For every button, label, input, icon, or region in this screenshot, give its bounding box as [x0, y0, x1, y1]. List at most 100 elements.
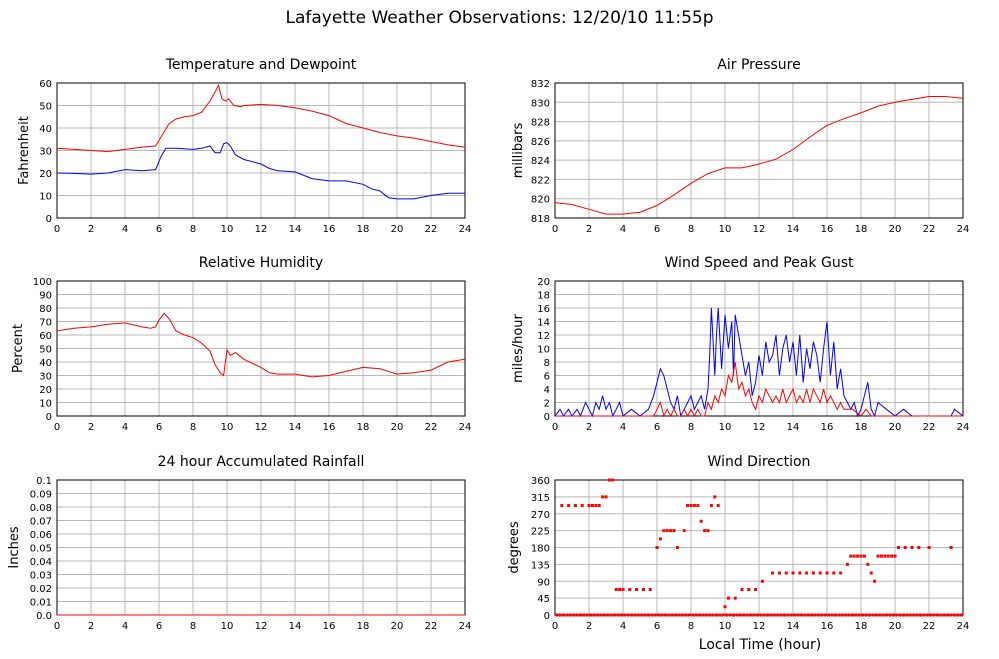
data-point	[878, 613, 882, 617]
chart-title: Air Pressure	[717, 57, 800, 73]
data-point	[956, 613, 960, 617]
data-point	[851, 613, 854, 617]
data-point	[766, 613, 769, 617]
data-point	[869, 571, 873, 575]
data-point	[657, 613, 661, 617]
data-point	[823, 613, 827, 617]
data-point	[703, 529, 707, 533]
x-tick-label: 18	[855, 422, 868, 433]
data-point	[562, 613, 565, 617]
data-point	[888, 613, 892, 617]
series-line-0	[56, 312, 466, 378]
x-tick-label: 2	[586, 422, 592, 433]
data-point	[745, 613, 749, 617]
x-tick-label: 8	[190, 621, 196, 632]
data-point	[725, 613, 729, 617]
data-point	[587, 504, 591, 507]
y-axis-label: degrees	[507, 521, 522, 574]
data-point	[847, 613, 851, 617]
data-point	[648, 588, 652, 591]
data-point	[861, 613, 865, 617]
y-tick-label: 0	[46, 214, 52, 225]
data-point	[793, 613, 797, 617]
data-point	[691, 613, 695, 617]
series-line-0	[554, 96, 964, 215]
x-tick-label: 16	[821, 621, 834, 632]
y-tick-label: 20	[39, 169, 52, 180]
x-tick-label: 2	[586, 621, 592, 632]
x-tick-label: 4	[122, 621, 128, 632]
y-tick-label: 40	[39, 358, 52, 369]
data-point	[667, 613, 671, 617]
plot-frame	[554, 280, 964, 417]
data-point	[798, 571, 802, 575]
data-point	[747, 588, 751, 591]
plot-frame	[554, 82, 964, 219]
data-point	[898, 613, 902, 617]
x-tick-label: 0	[552, 422, 558, 433]
data-point	[810, 613, 814, 617]
y-tick-label: 12	[537, 331, 550, 342]
x-tick-label: 8	[190, 224, 196, 235]
x-tick-label: 6	[156, 621, 162, 632]
data-point	[704, 613, 708, 617]
data-point	[834, 613, 837, 617]
plot-frame	[56, 280, 466, 417]
y-tick-label: 135	[531, 560, 550, 571]
data-point	[791, 571, 795, 575]
x-tick-label: 20	[391, 422, 404, 433]
plot-frame	[56, 82, 466, 219]
data-point	[568, 613, 572, 617]
data-point	[674, 613, 678, 617]
data-point	[641, 588, 645, 591]
data-point	[669, 529, 673, 533]
y-tick-label: 824	[531, 156, 550, 167]
data-point	[599, 613, 603, 617]
data-point	[655, 546, 659, 549]
data-point	[879, 554, 883, 558]
data-point	[896, 546, 900, 549]
data-point	[932, 613, 936, 617]
y-tick-label: 0.1	[36, 476, 52, 487]
data-point	[611, 478, 615, 482]
x-tick-label: 18	[357, 224, 370, 235]
y-axis-label: Percent	[11, 324, 26, 373]
y-tick-label: 0.06	[30, 530, 52, 541]
y-tick-label: 90	[537, 577, 550, 588]
data-point	[597, 504, 601, 507]
data-point	[607, 478, 611, 482]
data-point	[585, 613, 589, 617]
data-point	[626, 613, 630, 617]
data-point	[692, 504, 696, 507]
data-point	[953, 613, 956, 617]
series-line-0	[56, 83, 466, 153]
x-tick-label: 22	[923, 224, 936, 235]
y-axis-label: miles/hour	[511, 313, 526, 382]
data-point	[786, 613, 790, 617]
data-point	[589, 613, 593, 617]
data-point	[706, 529, 710, 533]
data-point	[759, 613, 763, 617]
data-point	[604, 495, 608, 499]
data-point	[905, 613, 909, 617]
data-point	[857, 613, 861, 617]
x-tick-label: 22	[923, 422, 936, 433]
data-point	[777, 571, 781, 575]
data-point	[721, 613, 725, 617]
data-point	[754, 588, 758, 591]
data-point	[640, 613, 644, 617]
y-axis-label: millibars	[511, 123, 526, 179]
data-point	[827, 613, 831, 617]
data-point	[949, 613, 953, 617]
y-tick-label: 828	[531, 118, 550, 129]
data-point	[643, 613, 647, 617]
data-point	[796, 613, 800, 617]
data-point	[735, 613, 739, 617]
data-point	[635, 588, 639, 591]
data-point	[803, 613, 807, 617]
y-tick-label: 270	[531, 510, 550, 521]
data-point	[806, 613, 810, 617]
